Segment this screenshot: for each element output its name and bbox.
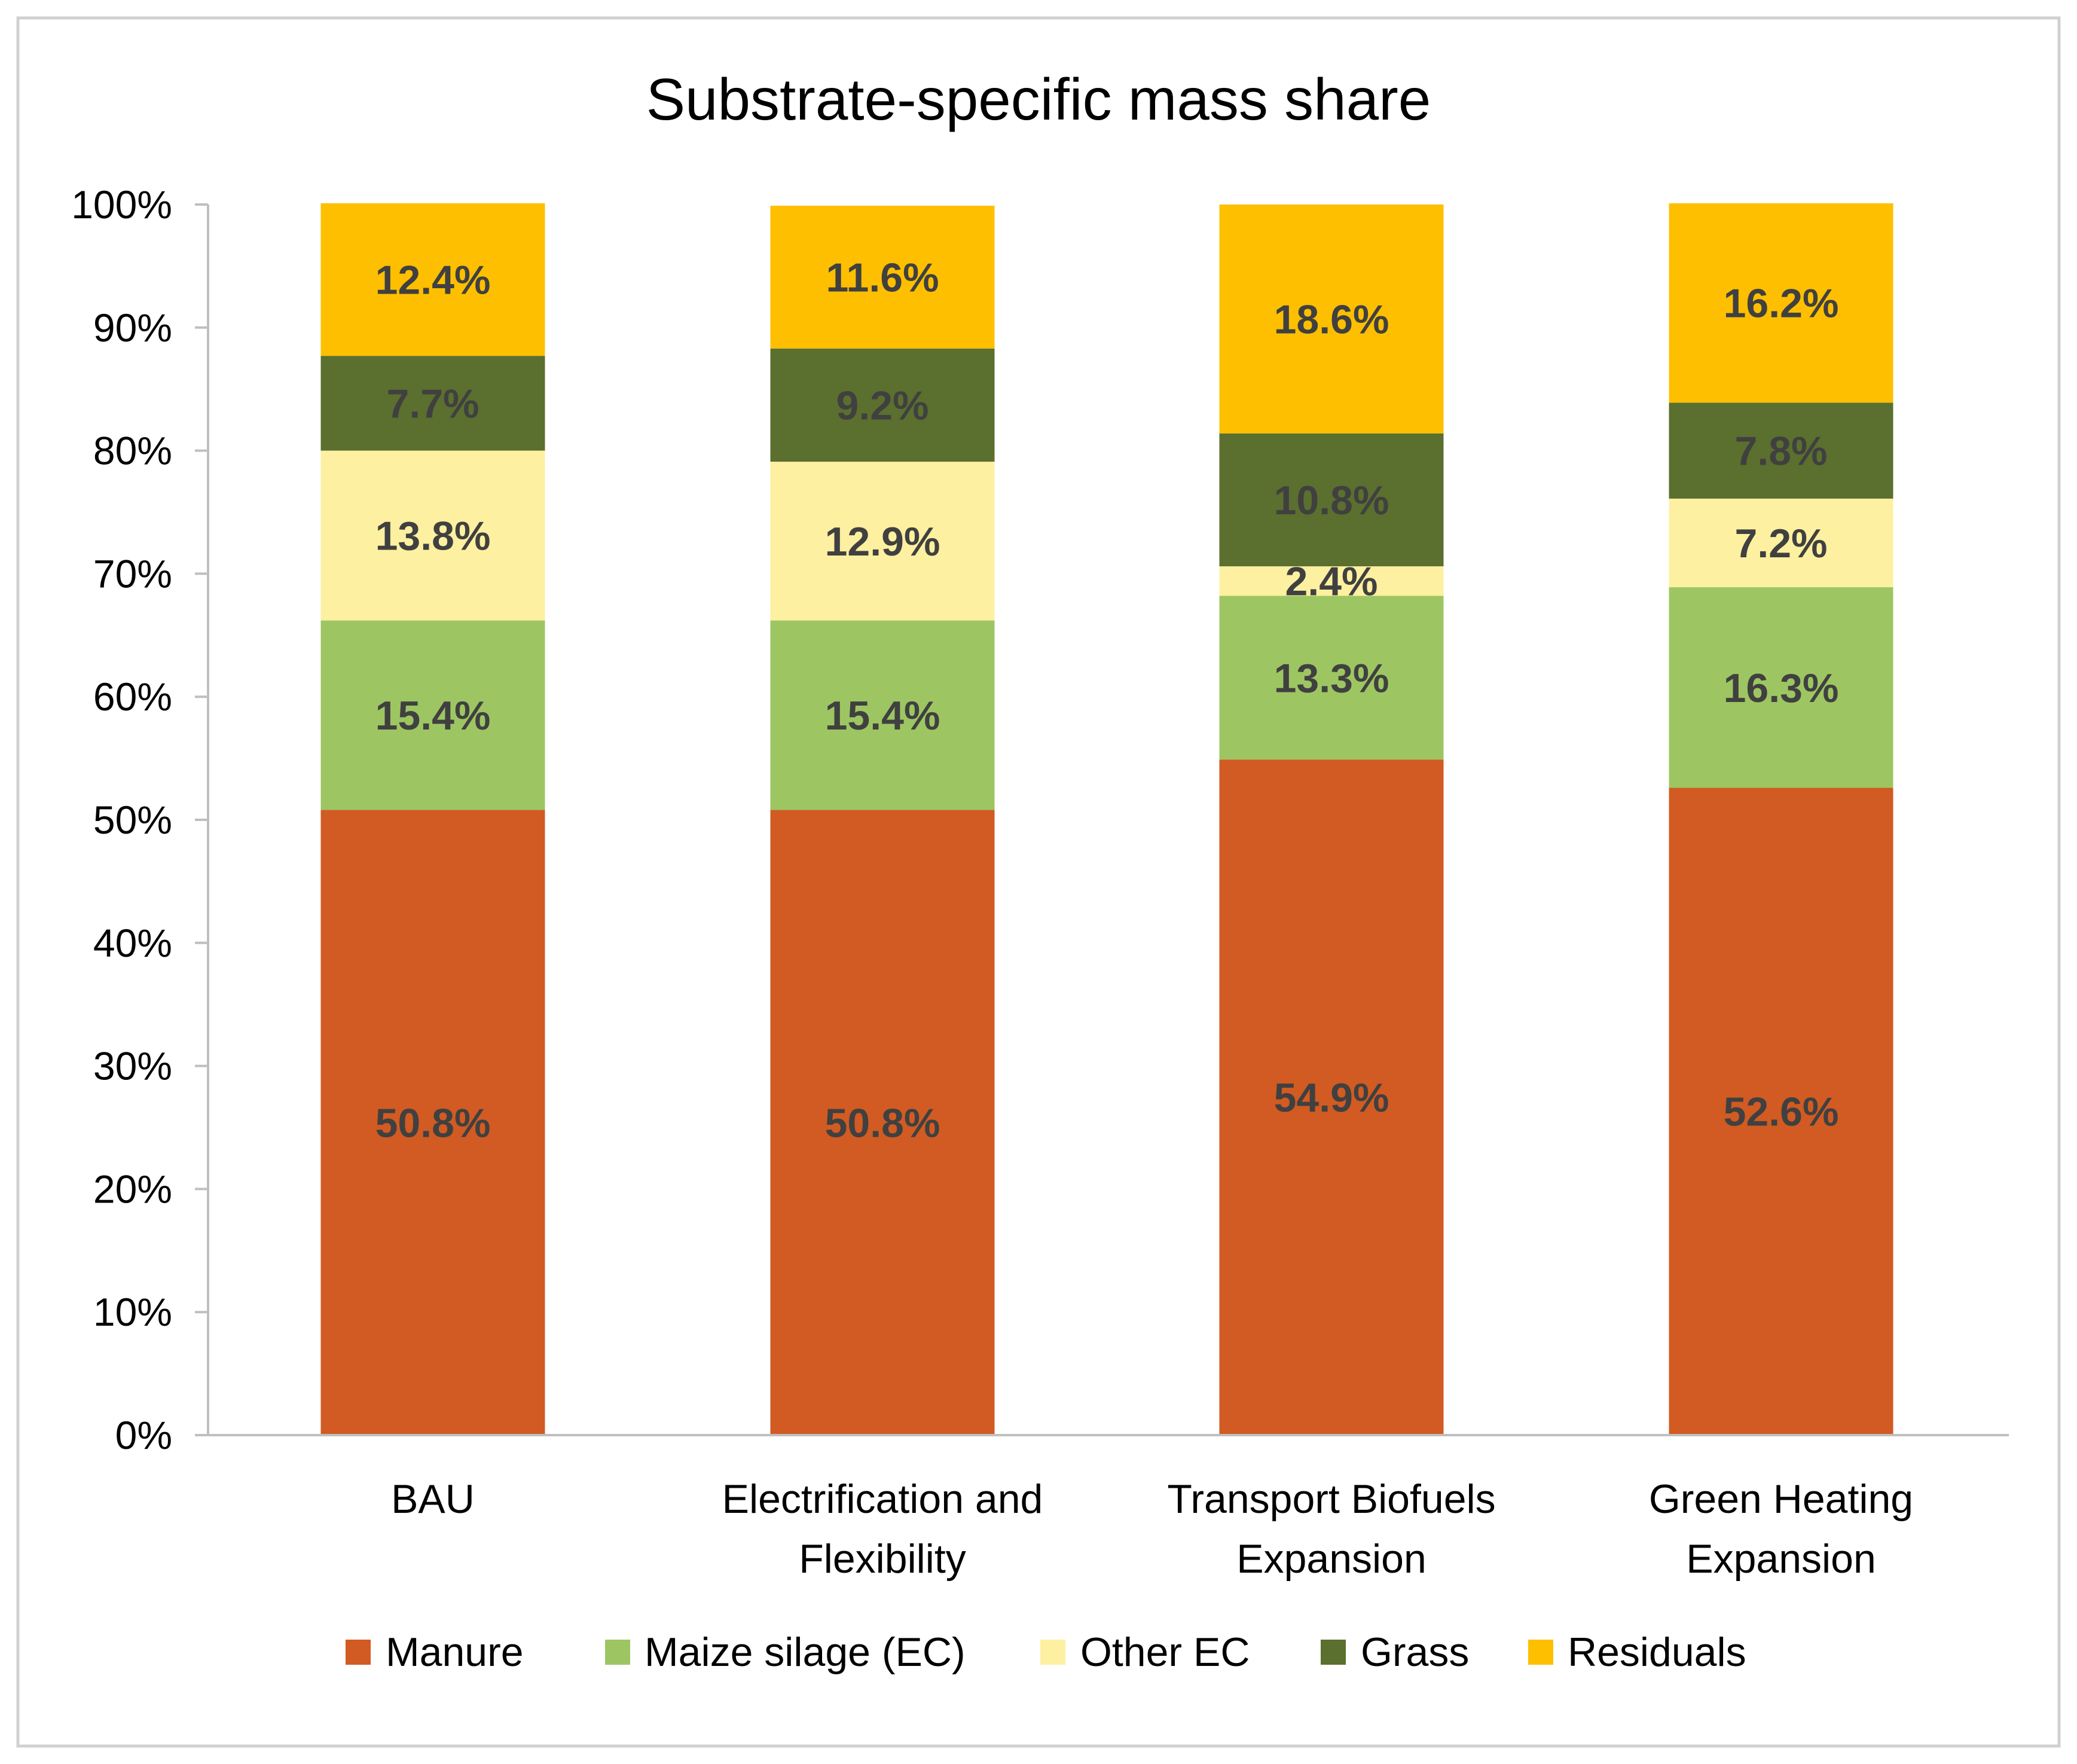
legend: Manure Maize silage (EC) Other EC Grass Resi… [346, 1629, 1746, 1675]
bar-segment-grass [1669, 402, 1893, 499]
legend-label: Manure [386, 1629, 524, 1675]
data-label: 7.2% [1735, 521, 1828, 566]
bar-segment-manure [320, 810, 545, 1435]
data-label: 13.3% [1274, 655, 1389, 701]
bar-segment-other-ec [1669, 498, 1893, 588]
data-label: 10.8% [1274, 478, 1389, 523]
legend-swatch [1528, 1640, 1553, 1665]
x-category-label: Transport Biofuels [1167, 1476, 1495, 1522]
legend-swatch [605, 1640, 630, 1665]
y-tick-label: 80% [93, 429, 172, 473]
y-tick-label: 70% [93, 551, 172, 596]
x-category-label: Flexibility [799, 1536, 966, 1582]
data-label: 52.6% [1724, 1089, 1839, 1135]
bar-segment-grass [320, 356, 545, 451]
legend-swatch [346, 1640, 371, 1665]
y-tick-label: 30% [93, 1044, 172, 1088]
data-label: 18.6% [1274, 297, 1389, 342]
data-label: 50.8% [825, 1100, 940, 1146]
y-tick-label: 50% [93, 798, 172, 842]
bar-segment-grass [1219, 433, 1444, 567]
legend-label: Residuals [1568, 1629, 1746, 1675]
bar-segment-manure [1669, 788, 1893, 1435]
y-tick-label: 10% [93, 1290, 172, 1334]
data-label: 7.8% [1735, 429, 1828, 474]
data-label: 15.4% [825, 693, 940, 738]
bar-segment-other-ec [320, 450, 545, 621]
chart-title: Substrate-specific mass share [646, 66, 1431, 132]
x-category-label: BAU [391, 1476, 475, 1522]
x-category-label: Green Heating [1649, 1476, 1913, 1522]
data-label: 50.8% [375, 1100, 491, 1146]
y-tick-label: 0% [115, 1413, 172, 1457]
bar-segment-other-ec [770, 462, 995, 621]
bar-segment-maize-silage-ec [320, 620, 545, 810]
bar-segment-maize-silage-ec [770, 620, 995, 810]
bar-segment-residuals [770, 206, 995, 349]
data-label: 13.8% [375, 514, 491, 559]
y-tick-label: 20% [93, 1167, 172, 1211]
legend-label: Other EC [1080, 1629, 1250, 1675]
data-label: 16.3% [1724, 666, 1839, 711]
data-label: 54.9% [1274, 1075, 1389, 1121]
x-category-label: Expansion [1686, 1536, 1876, 1582]
x-category-label: Electrification and [722, 1476, 1043, 1522]
plot-area: 0% 10% 20% 30% 40% 50% 60% 70% 80% 90% 100% 50.8% 15… [71, 182, 2009, 1582]
bar-segment-residuals [1669, 203, 1893, 403]
bar-segment-maize-silage-ec [1219, 596, 1444, 760]
bar-segment-maize-silage-ec [1669, 587, 1893, 788]
data-label: 12.4% [375, 258, 491, 303]
data-label: 7.7% [387, 381, 479, 426]
y-tick-label: 40% [93, 921, 172, 965]
data-label: 2.4% [1285, 559, 1378, 605]
data-label: 12.9% [825, 519, 940, 564]
legend-swatch [1321, 1640, 1346, 1665]
legend-label: Maize silage (EC) [645, 1629, 966, 1675]
data-label: 9.2% [836, 383, 929, 428]
x-category-label: Expansion [1236, 1536, 1427, 1582]
bar-segment-grass [770, 348, 995, 462]
data-label: 16.2% [1724, 281, 1839, 326]
bar-segment-residuals [1219, 205, 1444, 434]
bar-segment-residuals [320, 203, 545, 356]
data-label: 15.4% [375, 693, 491, 738]
y-tick-label: 100% [71, 182, 172, 227]
bar-segment-manure [1219, 759, 1444, 1435]
y-tick-label: 90% [93, 306, 172, 350]
bar-segment-manure [770, 810, 995, 1435]
legend-label: Grass [1361, 1629, 1469, 1675]
data-label: 11.6% [826, 255, 939, 300]
bar-segment-other-ec [1219, 566, 1444, 596]
y-tick-label: 60% [93, 675, 172, 719]
legend-swatch [1040, 1640, 1065, 1665]
